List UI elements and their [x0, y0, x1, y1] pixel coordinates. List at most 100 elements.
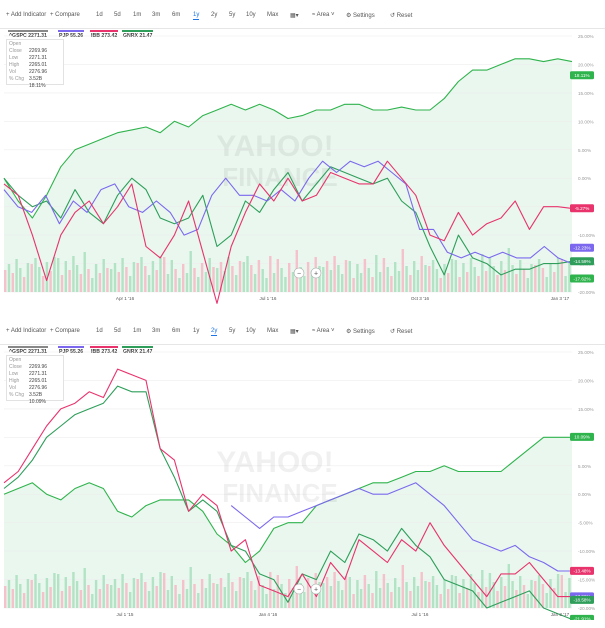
volume-bar — [4, 586, 7, 608]
volume-bar — [204, 588, 208, 608]
volume-bar — [322, 267, 325, 292]
volume-bar — [329, 586, 333, 608]
volume-bar — [144, 266, 147, 292]
range-3m-button[interactable]: 3m — [152, 328, 161, 334]
y-tick-label: -20.00% — [578, 290, 595, 295]
compare-button[interactable]: + Compare — [50, 328, 80, 334]
volume-bar — [11, 273, 14, 292]
range-6m-button[interactable]: 6m — [172, 12, 181, 18]
range-1m-button[interactable]: 1m — [133, 328, 142, 334]
chart-type-button[interactable]: ≈ Area ˅ — [312, 328, 335, 334]
volume-bar — [397, 587, 401, 608]
range-5d-button[interactable]: 5d — [114, 328, 121, 334]
add-indicator-button[interactable]: + Add Indicator — [6, 328, 47, 334]
volume-bar — [280, 584, 283, 608]
range-2y-button[interactable]: 2y — [211, 328, 218, 336]
volume-bar — [193, 268, 196, 292]
zoom-out-button[interactable]: − — [293, 583, 305, 595]
line-chart: 25.00%20.00%15.00%10.00%5.00%0.00%-5.00%… — [3, 34, 595, 304]
range-1y-button[interactable]: 1y — [193, 328, 200, 334]
svg-text:-12.23%: -12.23% — [573, 246, 590, 251]
area-fill — [4, 437, 572, 608]
range-3m-button[interactable]: 3m — [152, 12, 161, 18]
range-6m-button[interactable]: 6m — [172, 328, 181, 334]
ohlc-row: High 2276.96 — [9, 378, 61, 391]
volume-bar — [257, 260, 261, 292]
volume-bar — [481, 254, 484, 292]
volume-bar — [216, 268, 219, 292]
range-Max-button[interactable]: Max — [267, 12, 279, 18]
end-value-badge: -13.48% — [570, 566, 594, 575]
volume-bar — [235, 275, 238, 292]
range-10y-button[interactable]: 10y — [246, 12, 256, 18]
calendar-icon[interactable]: ▦▾ — [290, 329, 299, 335]
volume-bar — [424, 581, 427, 608]
volume-bar — [272, 273, 276, 292]
volume-bar — [299, 583, 302, 608]
settings-button[interactable]: ⚙ Settings — [346, 329, 375, 335]
range-10y-button[interactable]: 10y — [246, 328, 256, 334]
range-2y-button[interactable]: 2y — [211, 12, 218, 18]
end-value-badge: -14.59% — [570, 257, 594, 266]
volume-bar — [367, 584, 370, 608]
calendar-icon[interactable]: ▦▾ — [290, 13, 299, 19]
reset-button[interactable]: ↺ Reset — [390, 13, 413, 19]
series-line-gspc — [3, 58, 573, 219]
series-line-pjp — [230, 482, 572, 572]
volume-bar — [163, 573, 166, 608]
volume-bar — [238, 577, 242, 608]
settings-button[interactable]: ⚙ Settings — [346, 13, 375, 19]
volume-bar — [549, 263, 552, 292]
range-5y-button[interactable]: 5y — [229, 12, 236, 18]
volume-bar — [310, 271, 314, 292]
volume-bar — [560, 575, 563, 608]
reset-button[interactable]: ↺ Reset — [390, 329, 413, 335]
range-1d-button[interactable]: 1d — [96, 12, 103, 18]
volume-bar — [106, 268, 109, 292]
watermark-text: FINANCE — [222, 478, 338, 508]
volume-bar — [288, 579, 291, 608]
volume-bar — [288, 263, 291, 292]
ohlc-label: High — [9, 378, 20, 384]
volume-bar — [325, 577, 329, 608]
range-1y-button[interactable]: 1y — [193, 12, 200, 20]
compare-button[interactable]: + Compare — [50, 12, 80, 18]
range-5d-button[interactable]: 5d — [114, 12, 121, 18]
volume-bar — [284, 277, 287, 292]
series-line-gnrx — [3, 385, 573, 620]
volume-bar — [447, 273, 450, 292]
x-tick-label: Jan 3 '17 — [551, 612, 570, 617]
volume-bar — [166, 590, 170, 608]
add-indicator-button[interactable]: + Add Indicator — [6, 12, 47, 18]
zoom-in-button[interactable]: + — [310, 267, 322, 279]
range-1m-button[interactable]: 1m — [133, 12, 142, 18]
volume-bar — [507, 248, 510, 292]
volume-bar — [30, 264, 33, 292]
range-5y-button[interactable]: 5y — [229, 328, 236, 334]
volume-bar — [155, 586, 158, 608]
range-Max-button[interactable]: Max — [267, 328, 279, 334]
volume-bar — [151, 577, 155, 608]
volume-bar — [212, 267, 215, 292]
volume-bar — [170, 260, 173, 292]
ohlc-row: % Chg 18.11% — [9, 76, 61, 89]
y-tick-label: 5.00% — [578, 148, 591, 153]
volume-bar — [371, 593, 374, 608]
volume-bar — [344, 576, 348, 608]
volume-bar — [159, 256, 162, 292]
volume-bar — [197, 277, 200, 292]
zoom-out-button[interactable]: − — [293, 267, 305, 279]
volume-bar — [560, 259, 563, 292]
chart-type-button[interactable]: ≈ Area ˅ — [312, 12, 335, 18]
volume-bar — [11, 589, 14, 608]
volume-bar — [299, 267, 302, 292]
volume-bar — [242, 262, 245, 292]
volume-bar — [155, 270, 158, 292]
volume-bar — [34, 258, 37, 292]
range-1d-button[interactable]: 1d — [96, 328, 103, 334]
x-tick-label: Jul 1 '16 — [412, 612, 429, 617]
volume-bar — [378, 588, 382, 608]
volume-bar — [519, 260, 522, 292]
volume-bar — [136, 579, 139, 608]
zoom-in-button[interactable]: + — [310, 583, 322, 595]
